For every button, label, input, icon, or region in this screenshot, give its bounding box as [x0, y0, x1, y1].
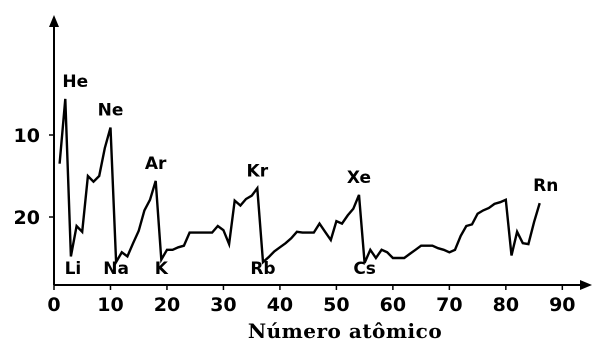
element-label-k: K [155, 259, 169, 279]
element-label-ne: Ne [98, 101, 124, 121]
element-label-xe: Xe [347, 168, 371, 188]
x-tick-label: 20 [154, 294, 180, 316]
x-tick-label: 10 [97, 294, 123, 316]
x-tick-label: 0 [47, 294, 60, 316]
axes [49, 15, 592, 290]
element-label-ar: Ar [145, 154, 167, 174]
x-tick-label: 90 [549, 294, 575, 316]
y-axis-arrow [49, 15, 59, 27]
x-tick-label: 70 [436, 294, 462, 316]
element-labels: He Ne Ar Kr Xe Rn Li Na K Rb Cs [62, 72, 558, 279]
element-label-kr: Kr [247, 161, 269, 181]
tick-labels: 0 10 20 30 40 50 60 70 80 90 10 20 [14, 125, 576, 316]
element-label-na: Na [103, 259, 129, 279]
x-tick-label: 30 [210, 294, 236, 316]
x-tick-label: 50 [323, 294, 349, 316]
element-label-cs: Cs [353, 259, 376, 279]
element-label-li: Li [65, 259, 82, 279]
x-tick-label: 80 [493, 294, 519, 316]
x-tick-label: 40 [267, 294, 293, 316]
element-label-he: He [62, 72, 88, 92]
y-tick-label: 20 [14, 207, 40, 229]
x-axis-arrow [580, 280, 592, 290]
y-tick-label: 10 [14, 125, 40, 147]
x-axis-label: Número atômico [248, 319, 442, 343]
series-line [58, 98, 541, 267]
plot-area [58, 98, 541, 267]
element-label-rb: Rb [250, 259, 275, 279]
element-label-rn: Rn [533, 176, 558, 196]
x-tick-label: 60 [380, 294, 406, 316]
